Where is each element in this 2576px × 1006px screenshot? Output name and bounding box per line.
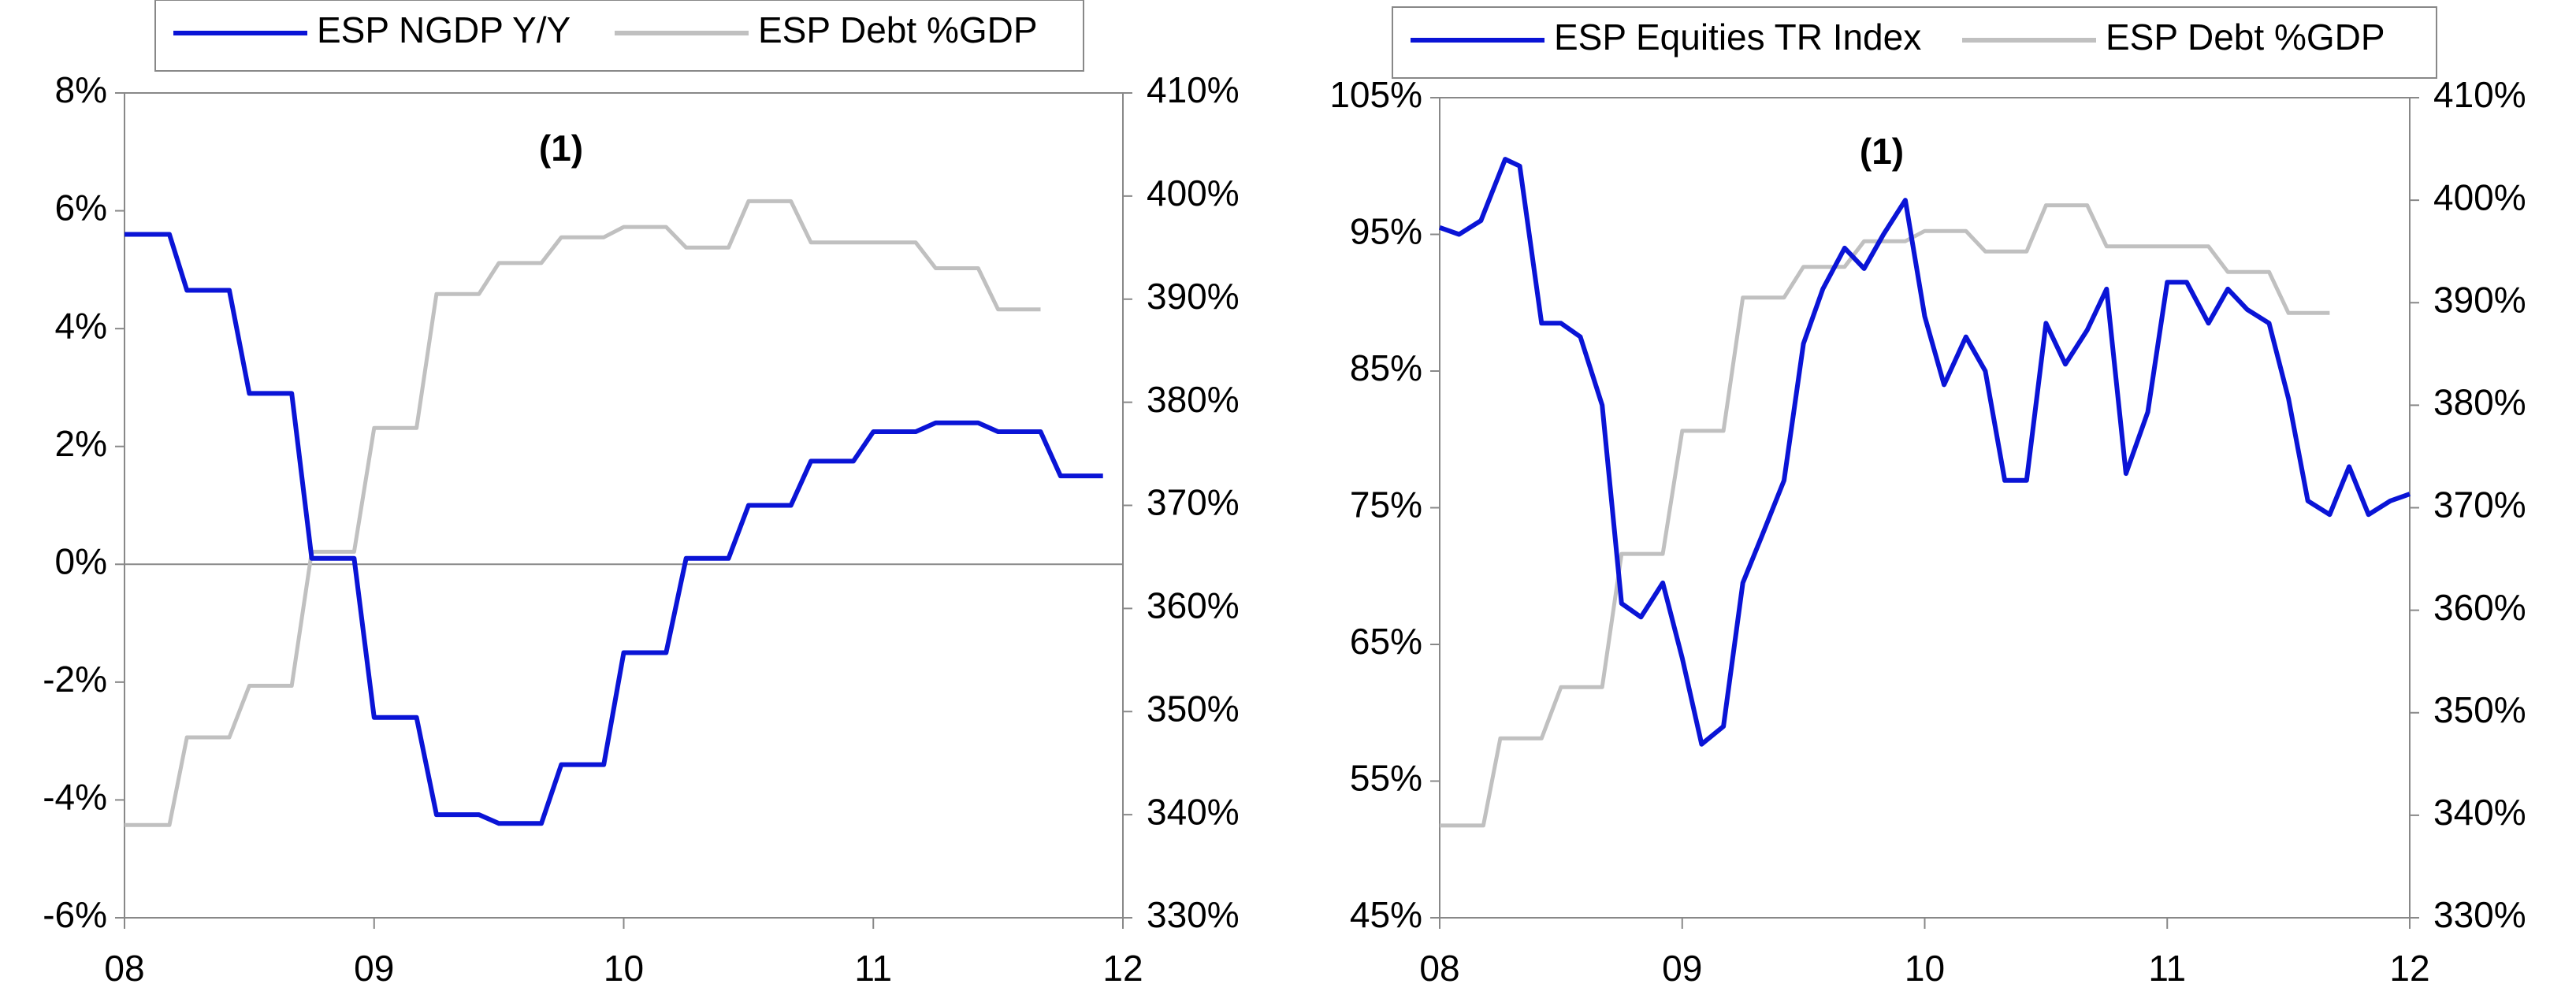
legend-label: ESP Equities TR Index <box>1554 17 1921 58</box>
left-axis-tick-label: 4% <box>55 305 107 346</box>
x-axis-tick-label: 10 <box>1905 948 1945 989</box>
left-axis-tick-label: 85% <box>1350 347 1422 388</box>
left-axis-tick-label: 6% <box>55 187 107 228</box>
left-axis-tick-label: 2% <box>55 423 107 464</box>
right-axis-tick-label: 390% <box>2433 279 2526 320</box>
series-line-esp-equities-tr-index <box>1438 157 2411 747</box>
legend-box <box>1392 6 2437 79</box>
chart-panel-2: 105% 95% 85% 75% 65% 55% 45% 410% 400% 390% 380% 37… <box>1329 6 2526 989</box>
right-axis-tick-label: 370% <box>1147 482 1240 523</box>
chart-title: (1) <box>539 128 583 169</box>
left-axis-tick-label: 45% <box>1350 894 1422 935</box>
left-axis-tick-label: 95% <box>1350 211 1422 252</box>
right-axis-tick-label: 400% <box>2433 176 2526 217</box>
x-axis-tick-label: 12 <box>2389 948 2429 989</box>
series-line-esp-debt-gdp <box>125 199 1041 827</box>
x-axis-tick-label: 08 <box>1419 948 1459 989</box>
legend-label: ESP Debt %GDP <box>758 9 1038 50</box>
left-axis-tick-label: 75% <box>1350 484 1422 525</box>
x-axis-tick-label: 10 <box>604 948 644 989</box>
right-axis-tick-label: 340% <box>2433 792 2526 833</box>
legend-label: ESP Debt %GDP <box>2106 17 2385 58</box>
right-axis-tick-label: 400% <box>1147 173 1240 213</box>
left-axis-tick-label: -6% <box>43 894 107 935</box>
right-axis-tick-label: 340% <box>1147 791 1240 832</box>
series-line-esp-ngdp-y-y <box>125 232 1103 826</box>
right-axis-tick-label: 370% <box>2433 484 2526 525</box>
right-axis-tick-label: 330% <box>2433 894 2526 935</box>
left-axis-tick-label: 8% <box>55 69 107 110</box>
right-axis-tick-label: 350% <box>2433 689 2526 730</box>
right-axis-tick-label: 330% <box>1147 894 1240 935</box>
right-axis-tick-label: 410% <box>2433 74 2526 115</box>
x-axis-tick-label: 12 <box>1102 948 1143 989</box>
series-line-esp-debt-gdp <box>1440 203 2330 828</box>
x-axis-tick-label: 09 <box>1662 948 1702 989</box>
chart-title: (1) <box>1860 131 1904 172</box>
right-axis-tick-label: 360% <box>1147 585 1240 626</box>
plot-area <box>1439 97 2411 919</box>
right-axis-tick-label: 350% <box>1147 688 1240 729</box>
left-axis-tick-label: 0% <box>55 540 107 581</box>
chart-panel-1: 8% 6% 4% 2% 0% -2% -4% -6% 410% 400% 390% 380% 370% 3… <box>43 0 1240 989</box>
legend-label: ESP NGDP Y/Y <box>317 9 571 50</box>
right-axis-tick-label: 360% <box>2433 587 2526 628</box>
plot-area <box>124 92 1124 919</box>
left-axis-tick-label: 105% <box>1329 74 1422 115</box>
right-axis-tick-label: 380% <box>2433 382 2526 423</box>
right-axis-tick-label: 410% <box>1147 69 1240 110</box>
left-axis-tick-label: -2% <box>43 659 107 700</box>
left-axis-tick-label: -4% <box>43 777 107 818</box>
x-axis-tick-label: 11 <box>854 948 892 989</box>
right-axis-tick-label: 390% <box>1147 276 1240 317</box>
right-axis-tick-label: 380% <box>1147 379 1240 420</box>
x-axis-tick-label: 11 <box>2148 948 2186 989</box>
left-axis-tick-label: 65% <box>1350 621 1422 662</box>
x-axis-tick-label: 09 <box>354 948 394 989</box>
x-axis-tick-label: 08 <box>104 948 144 989</box>
left-axis-tick-label: 55% <box>1350 758 1422 799</box>
